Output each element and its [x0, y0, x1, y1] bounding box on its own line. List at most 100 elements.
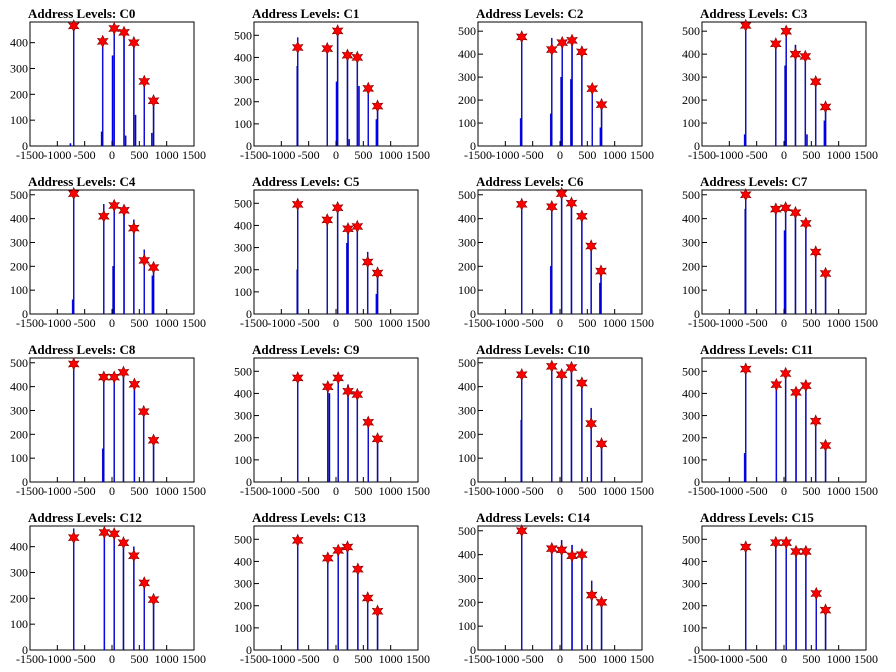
histogram-svg: Address Levels: C70100200300400500-1500-… [682, 174, 878, 330]
y-tick-label: 200 [682, 599, 700, 613]
histogram-panel: Address Levels: C10 0 100 200 300 400 500 -1500… [448, 336, 672, 504]
histogram-bar [296, 66, 298, 147]
y-tick-label: 300 [234, 577, 252, 591]
histogram-bar [347, 384, 349, 483]
x-tick-label: 1500 [182, 316, 206, 330]
y-tick-label: 400 [682, 386, 700, 400]
histogram-bar [804, 55, 807, 147]
histogram-bar [103, 204, 105, 315]
y-tick-label: 300 [458, 571, 476, 585]
x-tick-label: -1000 [491, 316, 519, 330]
x-tick-label: 500 [354, 316, 372, 330]
peak-marker [97, 209, 110, 223]
histogram-bar [784, 65, 786, 147]
histogram-bar [367, 419, 369, 483]
x-tick-label: -500 [298, 484, 320, 498]
y-tick-label: 500 [234, 364, 252, 378]
peak-marker [566, 549, 578, 563]
peak-marker [585, 416, 598, 431]
histogram-bar [560, 540, 563, 651]
x-tick-label: 1500 [630, 484, 654, 498]
y-tick-label: 300 [458, 403, 476, 417]
peak-marker [351, 219, 364, 234]
histogram-bar [356, 56, 359, 147]
peak-marker [545, 359, 558, 374]
histogram-bar [337, 549, 339, 651]
peak-marker [371, 99, 384, 113]
histogram-bar [581, 553, 583, 651]
y-tick-label: 300 [682, 577, 700, 591]
peak-marker [351, 50, 364, 65]
peak-marker [321, 213, 334, 227]
peak-marker [739, 540, 752, 554]
peak-marker [321, 551, 334, 565]
x-tick-label: 500 [802, 148, 820, 162]
y-tick-label: 500 [682, 364, 700, 378]
histogram-panel: Address Levels: C1 0 100 200 300 400 500 -1500-… [224, 0, 448, 168]
histogram-bar [581, 381, 583, 483]
y-tick-label: 500 [682, 24, 700, 38]
peak-marker [331, 200, 344, 215]
peak-marker [362, 81, 375, 96]
histogram-bar [520, 202, 523, 315]
peak-marker [371, 266, 384, 280]
y-tick-label: 200 [10, 87, 28, 101]
chart-title: Address Levels: C13 [252, 510, 366, 525]
x-tick-label: 500 [354, 148, 372, 162]
peak-marker [545, 541, 558, 556]
y-tick-label: 400 [10, 36, 28, 50]
chart-title: Address Levels: C5 [252, 174, 360, 189]
histogram-bar [123, 30, 125, 147]
histogram-panel: Address Levels: C11 0 100 200 300 400 500 -1500… [672, 336, 896, 504]
x-tick-label: 0 [109, 484, 115, 498]
x-tick-label: 500 [130, 148, 148, 162]
histogram-bar [69, 143, 72, 147]
peak-marker [819, 438, 832, 453]
chart-title: Address Levels: C11 [700, 342, 813, 357]
histogram-bar [133, 219, 135, 315]
histogram-svg: Address Levels: C11 0 100 200 300 400 500 -1500… [682, 342, 878, 498]
x-tick-label: 0 [333, 316, 339, 330]
peak-marker [545, 199, 558, 214]
x-tick-label: 1000 [827, 652, 851, 666]
x-tick-label: -500 [298, 148, 320, 162]
x-tick-label: 1000 [379, 148, 403, 162]
x-tick-label: 1500 [854, 484, 878, 498]
y-tick-label: 400 [682, 47, 700, 61]
peak-marker [810, 586, 823, 601]
histogram-bar [520, 419, 522, 483]
histogram-svg: Address Levels: C12 0 100 200 300 400 -1500 -10… [10, 510, 206, 666]
x-tick-label: -1500 [464, 484, 492, 498]
peak-marker [790, 385, 802, 400]
x-tick-label: 0 [109, 148, 115, 162]
x-tick-label: 500 [802, 484, 820, 498]
peak-marker [769, 202, 782, 216]
histogram-bar [581, 214, 583, 315]
histogram-bar [143, 581, 145, 651]
peak-marker [555, 367, 568, 382]
histogram-bar [296, 376, 299, 483]
y-tick-label: 0 [470, 307, 476, 321]
histogram-panel: Address Levels: C7 0 100 200 300 400 500 -1500-… [672, 168, 896, 336]
chart-title: Address Levels: C3 [700, 6, 808, 21]
histogram-bar [590, 580, 593, 651]
peak-marker [128, 548, 140, 563]
x-tick-label: -1500 [464, 148, 492, 162]
x-tick-label: 1500 [182, 484, 206, 498]
histogram-bar [570, 79, 572, 147]
histogram-bar [122, 541, 125, 651]
histogram-panel: Address Levels: C3 0 100 200 300 400 500 -1500-… [672, 0, 896, 168]
x-tick-label: 500 [578, 148, 596, 162]
histogram-bar [375, 119, 378, 147]
chart-title: Address Levels: C8 [28, 342, 136, 357]
y-tick-label: 200 [10, 427, 28, 441]
peak-marker [800, 544, 812, 559]
histogram-bar [814, 80, 817, 147]
histogram-panel: Address Levels: C12 0 100 200 300 400 -1500 -10… [0, 504, 224, 672]
histogram-bar [358, 86, 360, 147]
peak-marker [117, 365, 130, 380]
peak-marker [515, 367, 528, 382]
x-tick-label: 500 [802, 652, 820, 666]
histogram-svg: Address Levels: C80100200300400500-1500-… [10, 342, 206, 498]
histogram-svg: Address Levels: C40100200300400500-1500-… [10, 174, 206, 330]
